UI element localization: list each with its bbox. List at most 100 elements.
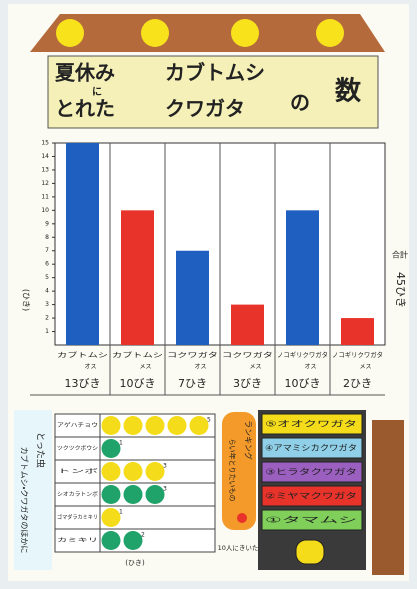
table-subtitle: カブトムシ・クワガタのほかに <box>20 447 30 554</box>
insect-name: カミキリ <box>57 537 98 544</box>
ranking-item <box>261 461 363 483</box>
count-number: 3 <box>163 463 167 470</box>
count-dot <box>101 439 121 458</box>
total-value: 45ひき <box>394 272 407 308</box>
bar <box>176 250 209 345</box>
y-tick-label: 7 <box>45 247 49 254</box>
y-tick-label: 15 <box>41 140 49 147</box>
count-dot <box>123 485 143 504</box>
y-tick-label: 6 <box>45 261 49 268</box>
side-panel <box>14 410 52 570</box>
total-label: 合計 <box>392 250 408 260</box>
x-tick-label: カブトムシ <box>112 350 163 359</box>
count-label: 2ひき <box>343 377 372 390</box>
ranking-item <box>261 437 363 459</box>
count-number: 5 <box>207 417 211 424</box>
ranking-item <box>261 413 363 435</box>
table-title: とった虫 <box>35 432 47 468</box>
y-tick-label: 1 <box>45 328 49 335</box>
sex-label: オス <box>304 364 316 371</box>
y-tick-label: 10 <box>41 207 49 214</box>
insect-name: トンボ <box>57 467 99 475</box>
count-label: 3びき <box>233 377 262 390</box>
x-tick-label: カブトムシ <box>57 350 108 359</box>
house-door <box>295 539 325 565</box>
insect-name: ツクツクボウシ <box>57 444 98 452</box>
insect-name: シオカラトンボ <box>57 490 99 498</box>
title-text: の <box>290 91 310 115</box>
count-label: 13びき <box>65 377 101 390</box>
title-text: カブトムシ <box>165 61 265 85</box>
count-label: 7ひき <box>178 377 207 390</box>
title-text: に <box>92 86 102 98</box>
count-dot <box>101 531 121 550</box>
ranking-note: 10人にきいた <box>218 544 259 552</box>
ranking-label: ②ミヤマクワガタ <box>265 491 357 501</box>
ranking-tag <box>222 412 256 530</box>
count-label: 10びき <box>285 377 321 390</box>
count-dot <box>101 462 121 481</box>
count-dot <box>123 416 143 435</box>
y-tick-label: 14 <box>41 153 49 160</box>
title-text: 数 <box>335 77 362 107</box>
x-tick-label: ノコギリクワガタ <box>332 350 383 359</box>
title-text: クワガタ <box>165 97 245 121</box>
x-tick-label: コクワガタ <box>222 350 273 359</box>
y-tick-label: 8 <box>45 234 49 241</box>
count-number: 2 <box>141 532 145 539</box>
ranking-dot <box>237 513 247 523</box>
count-dot <box>101 416 121 435</box>
ranking-label: ①タマムシ <box>265 516 357 525</box>
count-number: 3 <box>163 486 167 493</box>
ranking-item <box>261 485 363 507</box>
count-dot <box>145 462 165 481</box>
ranking-item <box>261 509 363 531</box>
x-tick-label: コクワガタ <box>167 350 218 359</box>
y-axis-label: (ひき) <box>22 289 31 311</box>
bar <box>231 304 264 345</box>
sex-label: オス <box>84 364 96 371</box>
sex-label: メス <box>359 364 371 371</box>
insect-name: ゴマダラカミキリ <box>57 513 98 521</box>
title-text: とれた <box>55 97 115 121</box>
sex-label: メス <box>249 364 261 371</box>
y-tick-label: 12 <box>41 180 49 187</box>
y-tick-label: 2 <box>45 315 49 322</box>
bar <box>286 210 319 345</box>
sex-label: メス <box>139 364 151 371</box>
y-tick-label: 3 <box>45 301 49 308</box>
ranking-label: ④アマミシカクワガタ <box>265 443 357 453</box>
x-tick-label: ノコギリクワガタ <box>277 350 328 359</box>
roof <box>30 14 385 52</box>
title-text: 夏休み <box>55 61 115 85</box>
count-dot <box>123 462 143 481</box>
roof-dots <box>56 19 344 47</box>
count-dot <box>101 508 121 527</box>
ranking-title: ランキング <box>244 420 254 460</box>
count-dot <box>145 416 165 435</box>
count-dot <box>101 485 121 504</box>
y-tick-label: 11 <box>41 193 49 200</box>
y-tick-label: 4 <box>45 288 49 295</box>
count-number: 1 <box>119 509 123 516</box>
sex-label: オス <box>194 364 206 371</box>
count-dot <box>189 416 209 435</box>
count-dot <box>145 485 165 504</box>
ranking-label: ③ヒラタクワガタ <box>265 467 357 477</box>
count-label: 10びき <box>120 377 156 390</box>
y-tick-label: 13 <box>41 166 49 173</box>
title-box <box>47 55 379 129</box>
y-tick-label: 5 <box>45 274 49 281</box>
bar <box>341 318 374 345</box>
bar <box>66 143 99 345</box>
y-tick-label: 9 <box>45 220 49 227</box>
title: 夏休み に とれた カブトムシ クワガタ の 数 <box>55 61 362 121</box>
ranking-label: ⑤オオクワガタ <box>265 419 357 429</box>
count-dot <box>167 416 187 435</box>
bar <box>121 210 154 345</box>
insect-name: アゲハチョウ <box>57 421 98 429</box>
count-dot <box>123 531 143 550</box>
